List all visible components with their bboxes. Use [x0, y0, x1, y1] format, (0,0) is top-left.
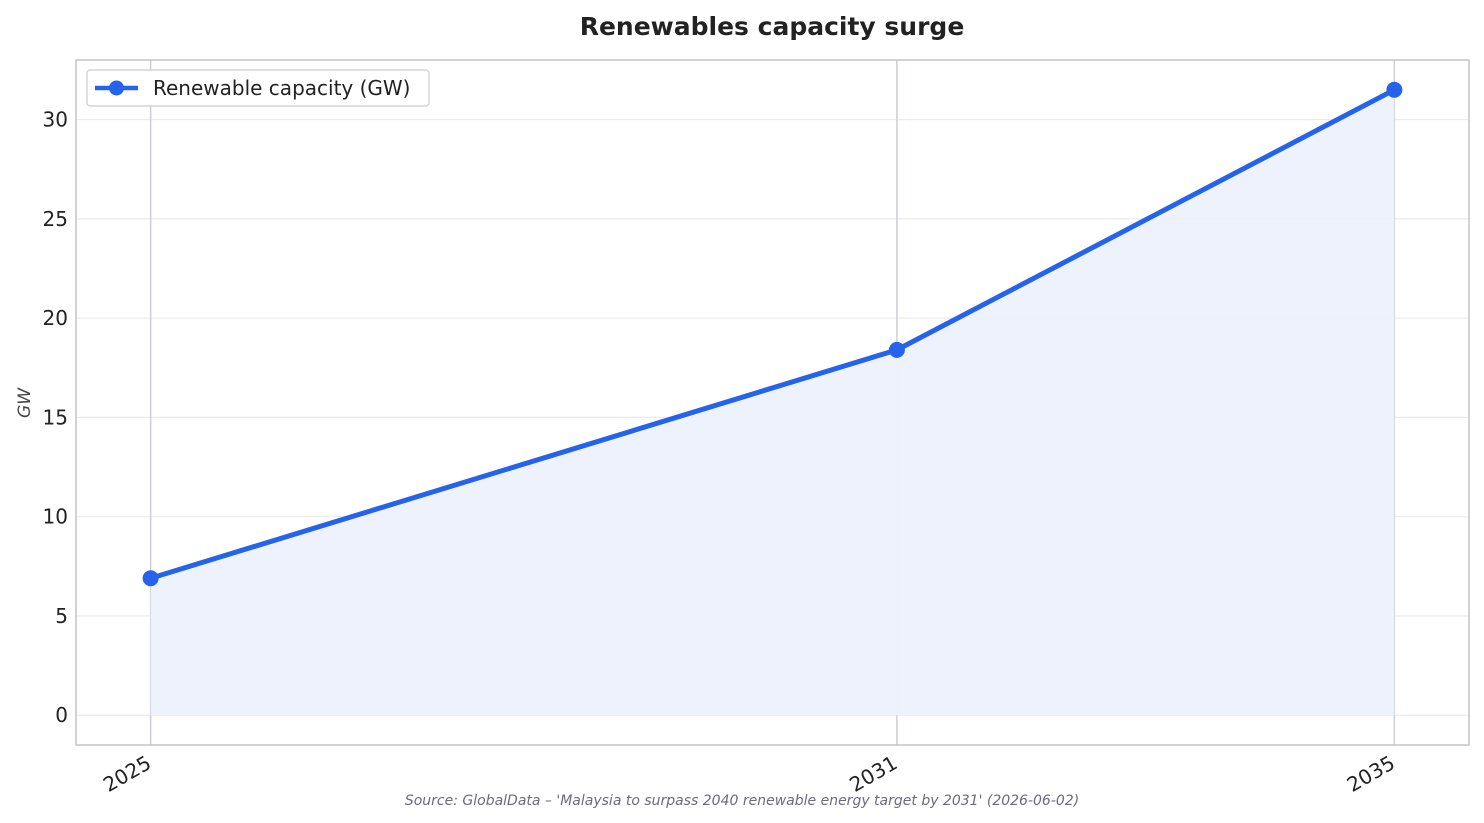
plot-frame	[75, 59, 1470, 746]
x-tick-label: 2031	[845, 751, 901, 797]
legend-box	[86, 69, 430, 107]
chart-title: Renewables capacity surge	[580, 12, 965, 41]
legend-label: Renewable capacity (GW)	[153, 76, 410, 100]
legend-marker-swatch	[109, 80, 124, 96]
y-tick-label: 30	[43, 108, 68, 132]
x-tick-label: 2035	[1343, 751, 1399, 797]
x-axis-ticks: 2025 2031 2035	[99, 751, 1399, 797]
y-tick-label: 5	[55, 604, 68, 628]
y-tick-label: 25	[43, 207, 68, 231]
area-fill	[150, 89, 1395, 716]
y-tick-label: 15	[43, 405, 68, 429]
y-tick-label: 0	[55, 703, 68, 727]
series-layer	[142, 81, 1403, 587]
data-point	[1386, 81, 1403, 98]
y-tick-label: 20	[43, 306, 68, 330]
x-tick-label: 2025	[99, 751, 155, 797]
legend: Renewable capacity (GW)	[86, 69, 430, 107]
y-axis-label: GW	[15, 387, 35, 418]
y-axis-ticks: 0 5 10 15 20 25 30	[43, 108, 68, 728]
data-point	[142, 570, 159, 587]
source-note: Source: GlobalData – 'Malaysia to surpas…	[405, 793, 1079, 809]
data-point	[888, 341, 905, 358]
y-tick-label: 10	[43, 505, 68, 529]
